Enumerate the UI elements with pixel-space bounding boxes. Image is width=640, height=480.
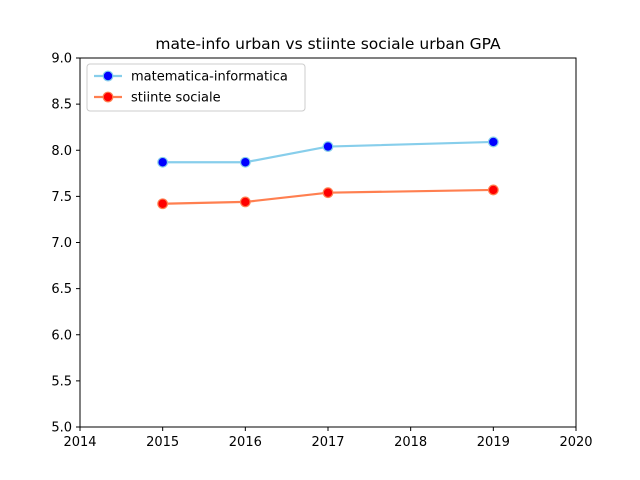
series-0-point	[157, 156, 169, 168]
legend: matematica-informatica stiinte sociale	[86, 63, 306, 112]
legend-marker-1	[102, 91, 114, 103]
series-0-point	[487, 136, 499, 148]
plot-area	[157, 136, 499, 210]
series-line-0	[162, 140, 494, 164]
legend-label-0: matematica-informatica	[131, 70, 288, 85]
x-tick-label: 2016	[229, 435, 262, 450]
y-tick-label: 7.5	[51, 190, 72, 205]
x-tick-label: 2017	[311, 435, 344, 450]
y-tick-label: 6.0	[51, 328, 72, 343]
legend-box	[86, 63, 306, 112]
y-tick-label: 6.5	[51, 282, 72, 297]
series-0-point	[239, 156, 251, 168]
series-line-1	[162, 188, 494, 205]
axes: 2014 2015 2016 2017 2018 2019 2020 5.0 5.5 6.0 6.5…	[51, 52, 592, 451]
y-tick-label: 5.0	[51, 421, 72, 436]
y-tick-label: 9.0	[51, 52, 72, 67]
x-tick-label: 2014	[63, 435, 96, 450]
x-tick-label: 2020	[559, 435, 592, 450]
y-tick-label: 5.5	[51, 374, 72, 389]
series-1-point	[157, 198, 169, 210]
chart-title: mate-info urban vs stiinte sociale urban…	[155, 35, 501, 53]
y-tick-label: 8.0	[51, 144, 72, 159]
series-1-point	[322, 187, 334, 199]
y-tick-label: 7.0	[51, 236, 72, 251]
x-tick-label: 2019	[477, 435, 510, 450]
series-1-point	[239, 196, 251, 208]
series-1-point	[487, 184, 499, 196]
legend-label-1: stiinte sociale	[131, 91, 221, 106]
x-tick-label: 2015	[146, 435, 179, 450]
y-tick-label: 8.5	[51, 98, 72, 113]
legend-marker-0	[102, 70, 114, 82]
series-0-point	[322, 141, 334, 152]
x-tick-label: 2018	[394, 435, 427, 450]
